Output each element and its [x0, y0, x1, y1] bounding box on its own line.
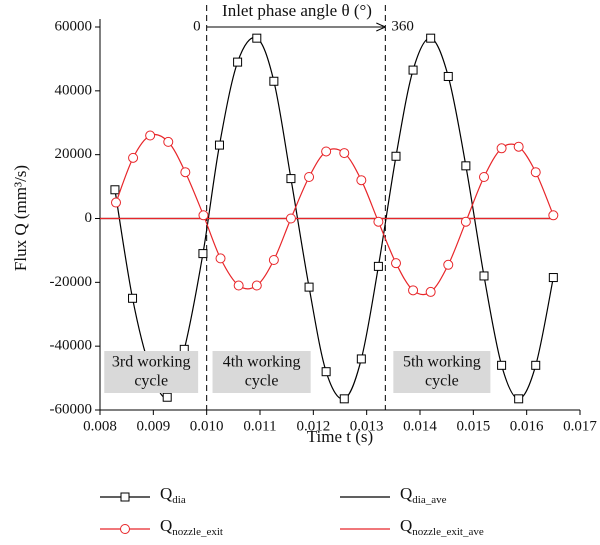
point — [391, 151, 401, 161]
legend-label: Qnozzle_exit — [160, 516, 223, 538]
point — [321, 146, 332, 157]
x-tick-label: 0.009 — [136, 418, 170, 434]
point — [408, 285, 419, 296]
legend-label: Qnozzle_exit_ave — [400, 516, 484, 538]
point — [110, 185, 120, 195]
point — [214, 140, 224, 150]
point — [513, 141, 524, 152]
y-tick-label: -40000 — [50, 338, 93, 354]
region-label: 3rd working — [112, 354, 191, 371]
y-tick-label: -60000 — [50, 401, 93, 417]
phase-line-label: 360 — [391, 18, 414, 34]
point — [425, 286, 436, 297]
point — [285, 213, 296, 224]
point — [304, 282, 314, 292]
region-box — [393, 351, 491, 393]
x-tick-label: 0.013 — [350, 418, 384, 434]
x-tick-label: 0.015 — [456, 418, 490, 434]
y-axis-label: Flux Q (mm³/s) — [11, 165, 30, 271]
series-line — [115, 133, 554, 296]
y-tick-label: 60000 — [55, 18, 93, 34]
y-tick-label: 40000 — [55, 82, 93, 98]
point — [128, 293, 138, 303]
y-tick-label: 20000 — [55, 146, 93, 162]
point — [198, 249, 208, 259]
point — [128, 152, 139, 163]
point — [269, 76, 279, 86]
x-tick-label: 0.016 — [510, 418, 544, 434]
legend-label: Qdia — [160, 484, 186, 506]
point — [251, 280, 262, 291]
x-tick-label: 0.010 — [190, 418, 224, 434]
point — [268, 254, 279, 265]
point — [460, 216, 471, 227]
phase-label: Inlet phase angle θ (°) — [222, 1, 372, 20]
point — [514, 394, 524, 404]
point — [162, 392, 172, 402]
y-tick-label: 0 — [85, 210, 93, 226]
point — [252, 33, 262, 43]
region-label: 4th working — [223, 354, 301, 371]
point — [531, 360, 541, 370]
series-line — [114, 36, 554, 400]
point — [111, 197, 121, 208]
point — [479, 172, 489, 183]
point — [408, 65, 418, 75]
legend-marker — [120, 524, 130, 534]
phase-line-label: 0 — [193, 18, 201, 34]
point — [496, 143, 507, 154]
point — [548, 273, 558, 283]
region-label: cycle — [134, 373, 168, 390]
point — [145, 130, 156, 141]
point — [163, 136, 174, 147]
point — [497, 360, 507, 370]
point — [233, 57, 243, 67]
x-tick-label: 0.017 — [563, 418, 597, 434]
point — [443, 259, 454, 270]
point — [548, 210, 559, 221]
x-tick-label: 0.012 — [296, 418, 330, 434]
point — [443, 71, 453, 81]
region-label: cycle — [425, 373, 459, 390]
point — [304, 172, 315, 183]
point — [339, 394, 349, 404]
point — [391, 258, 401, 269]
phase-arrowhead — [376, 22, 386, 32]
y-tick-label: -20000 — [50, 274, 93, 290]
legend-label: Qdia_ave — [400, 484, 447, 506]
region-label: 5th working — [403, 354, 481, 371]
region-box — [212, 351, 311, 393]
point — [479, 271, 489, 281]
point — [373, 261, 383, 271]
x-tick-label: 0.008 — [83, 418, 117, 434]
x-axis-label: Time t (s) — [307, 427, 373, 446]
point — [373, 216, 384, 227]
point — [426, 33, 436, 43]
region-label: cycle — [245, 373, 279, 390]
point — [180, 167, 191, 178]
legend-marker — [120, 492, 130, 502]
point — [530, 167, 541, 178]
region-box — [104, 351, 199, 393]
x-tick-label: 0.014 — [403, 418, 437, 434]
point — [215, 253, 226, 264]
x-tick-label: 0.011 — [243, 418, 276, 434]
point — [233, 280, 244, 291]
point — [339, 148, 350, 159]
point — [321, 367, 331, 377]
point — [198, 210, 209, 221]
point — [356, 175, 367, 186]
point — [461, 161, 471, 171]
point — [356, 354, 366, 364]
point — [286, 174, 296, 184]
